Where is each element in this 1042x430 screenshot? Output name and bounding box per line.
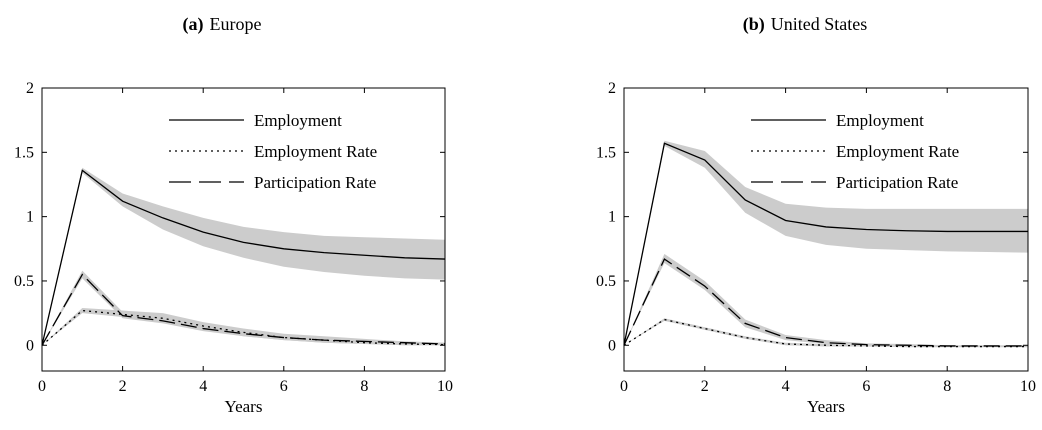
x-tick-label: 6 xyxy=(280,378,288,395)
x-axis-label: Years xyxy=(807,397,845,416)
legend-label: Employment Rate xyxy=(836,142,959,161)
y-tick-label: 0 xyxy=(26,337,34,354)
y-tick-label: 1.5 xyxy=(596,144,616,161)
confidence-band-3 xyxy=(42,270,445,346)
x-axis-label: Years xyxy=(225,397,263,416)
legend-label: Employment xyxy=(836,111,924,130)
legend-label: Employment Rate xyxy=(254,142,377,161)
plot-frame xyxy=(623,87,1029,372)
x-tick-label: 6 xyxy=(862,378,870,395)
plot-frame xyxy=(41,87,446,372)
series-line-dotted xyxy=(41,309,446,346)
chart-title-text: Europe xyxy=(210,14,262,34)
series-line-dashed xyxy=(623,258,1028,347)
series-line-dashed xyxy=(41,273,446,346)
x-tick-label: 8 xyxy=(943,378,951,395)
confidence-band-2 xyxy=(42,307,445,346)
y-tick-label: 2 xyxy=(608,80,616,97)
y-tick-label: 0.5 xyxy=(14,273,34,290)
y-tick-label: 2 xyxy=(26,80,34,97)
x-tick-label: 4 xyxy=(782,378,790,395)
y-tick-label: 1 xyxy=(608,209,616,226)
confidence-band-3 xyxy=(624,253,1028,347)
legend: Employment Employment Rate Participation R… xyxy=(751,111,959,192)
series-line-solid xyxy=(41,169,446,346)
x-tick-label: 4 xyxy=(199,378,207,395)
chart-title-prefix: (a) xyxy=(183,14,204,35)
legend-label: Participation Rate xyxy=(836,173,958,192)
y-tick-label: 0.5 xyxy=(596,273,616,290)
legend: Employment Employment Rate Participation R… xyxy=(169,111,377,192)
legend-label: Participation Rate xyxy=(254,173,376,192)
chart-title-prefix: (b) xyxy=(743,14,765,35)
x-tick-label: 8 xyxy=(360,378,368,395)
y-tick-label: 0 xyxy=(608,337,616,354)
x-tick-label: 10 xyxy=(437,378,453,395)
chart-title: (b) United States xyxy=(743,14,868,35)
x-tick-label: 2 xyxy=(119,378,127,395)
legend-label: Employment xyxy=(254,111,342,130)
x-tick-label: 10 xyxy=(1020,378,1036,395)
y-tick-label: 1.5 xyxy=(14,144,34,161)
chart-panel-2: (b) United States 0 0.5 1 1.5 2 0 2 4 6 8 10 Years Emp… xyxy=(596,14,1036,416)
x-tick-label: 0 xyxy=(38,378,46,395)
confidence-band-1 xyxy=(624,140,1028,346)
series-line-solid xyxy=(623,142,1028,346)
chart-panel-1: (a) Europe 0 0.5 1 1.5 2 0 2 4 6 8 10 Years Employment… xyxy=(14,14,453,416)
x-tick-label: 2 xyxy=(701,378,709,395)
x-tick-label: 0 xyxy=(620,378,628,395)
chart-title: (a) Europe xyxy=(183,14,262,35)
y-tick-label: 1 xyxy=(26,209,34,226)
confidence-band-1 xyxy=(42,167,445,346)
chart-title-text: United States xyxy=(771,14,868,34)
